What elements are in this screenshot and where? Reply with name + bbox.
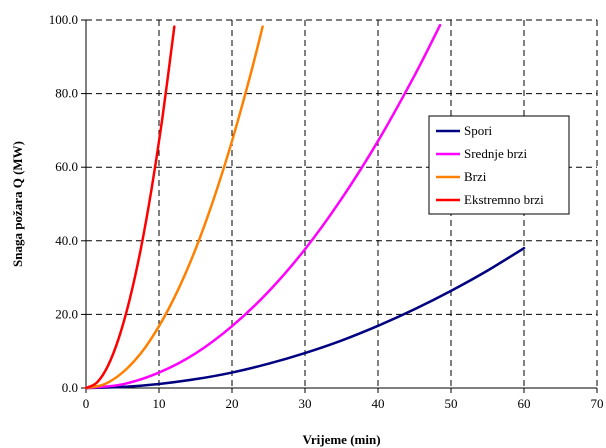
x-tick-label: 50	[445, 396, 458, 411]
legend-label-1: Srednje brzi	[464, 146, 528, 161]
legend-label-2: Brzi	[464, 169, 487, 184]
legend-label-3: Ekstremno brzi	[464, 192, 544, 207]
y-tick-label: 0.0	[62, 380, 78, 395]
y-tick-label: 100.0	[49, 12, 78, 27]
series-line-1	[84, 23, 442, 390]
series-line-3	[84, 25, 176, 390]
y-tick-label: 60.0	[55, 159, 78, 174]
x-tick-label: 10	[153, 396, 166, 411]
x-tick-label: 40	[372, 396, 385, 411]
y-tick-label: 80.0	[55, 86, 78, 101]
legend-box	[428, 115, 570, 215]
y-tick-label: 40.0	[55, 233, 78, 248]
x-tick-label: 70	[591, 396, 604, 411]
series-line-0	[84, 246, 526, 390]
series-line-2	[84, 25, 264, 390]
legend: Spori Srednje brzi Brzi Ekstremno brzi	[428, 115, 570, 215]
axes	[81, 19, 598, 393]
y-axis-title: Snaga požara Q (MW)	[10, 141, 25, 267]
x-tick-label: 30	[299, 396, 312, 411]
series	[84, 23, 526, 390]
x-axis-title: Vrijeme (min)	[302, 432, 380, 447]
x-tick-label: 0	[83, 396, 90, 411]
tick-labels: 0 10 20 30 40 50 60 70 0.0 20.0 40.0 60.0 80.0 100.0	[49, 12, 604, 411]
y-tick-label: 20.0	[55, 306, 78, 321]
legend-label-0: Spori	[464, 123, 493, 138]
x-tick-label: 60	[518, 396, 531, 411]
x-tick-label: 20	[226, 396, 239, 411]
